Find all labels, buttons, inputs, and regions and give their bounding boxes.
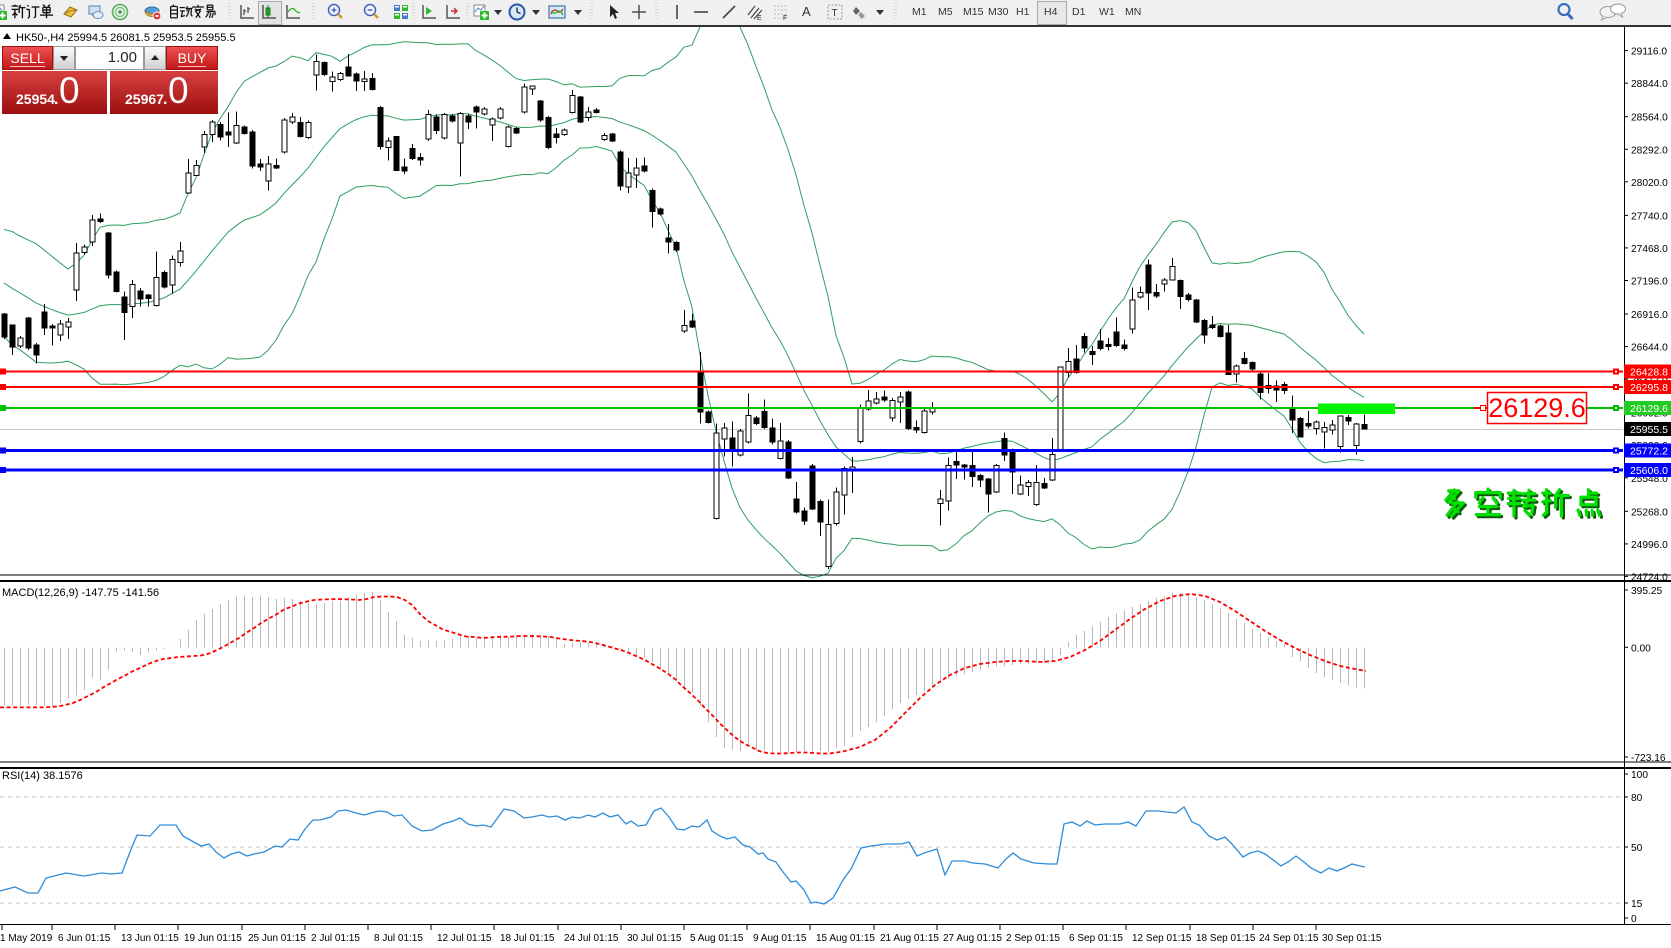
svg-text:12 Jul 01:15: 12 Jul 01:15 [437, 933, 492, 944]
svg-text:MACD(12,26,9) -147.75 -141.56: MACD(12,26,9) -147.75 -141.56 [2, 587, 159, 599]
svg-text:2 Sep 01:15: 2 Sep 01:15 [1006, 933, 1060, 944]
svg-text:F: F [783, 15, 787, 21]
svg-text:26644.0: 26644.0 [1631, 343, 1668, 354]
svg-text:28020.0: 28020.0 [1631, 178, 1668, 189]
svg-text:28564.0: 28564.0 [1631, 113, 1668, 124]
svg-text:27468.0: 27468.0 [1631, 244, 1668, 255]
svg-text:30 Sep 01:15: 30 Sep 01:15 [1322, 933, 1382, 944]
svg-text:26295.8: 26295.8 [1630, 382, 1668, 394]
svg-text:27 Aug 01:15: 27 Aug 01:15 [943, 933, 1002, 944]
svg-text:25955.5: 25955.5 [1630, 424, 1668, 436]
svg-text:9 Aug 01:15: 9 Aug 01:15 [753, 933, 807, 944]
svg-text:24 Jul 01:15: 24 Jul 01:15 [564, 933, 619, 944]
svg-text:15 Aug 01:15: 15 Aug 01:15 [816, 933, 875, 944]
svg-text:25268.0: 25268.0 [1631, 507, 1668, 518]
svg-text:26129.6: 26129.6 [1630, 403, 1668, 415]
svg-text:50: 50 [1631, 843, 1643, 854]
svg-text:-723.16: -723.16 [1631, 753, 1666, 764]
svg-text:RSI(14) 38.1576: RSI(14) 38.1576 [2, 770, 83, 782]
svg-text:8 Jul 01:15: 8 Jul 01:15 [374, 933, 423, 944]
svg-text:24 Sep 01:15: 24 Sep 01:15 [1259, 933, 1319, 944]
svg-text:2 Jul 01:15: 2 Jul 01:15 [311, 933, 360, 944]
svg-text:80: 80 [1631, 793, 1643, 804]
svg-text:25 Jun 01:15: 25 Jun 01:15 [248, 933, 306, 944]
svg-text:24724.0: 24724.0 [1631, 572, 1668, 583]
svg-text:0.00: 0.00 [1631, 643, 1651, 654]
svg-text:28292.0: 28292.0 [1631, 145, 1668, 156]
svg-text:15: 15 [1631, 899, 1643, 910]
svg-text:5 Aug 01:15: 5 Aug 01:15 [690, 933, 744, 944]
svg-text:24996.0: 24996.0 [1631, 540, 1668, 551]
svg-text:26916.0: 26916.0 [1631, 310, 1668, 321]
svg-text:T: T [832, 8, 838, 19]
svg-text:18 Jul 01:15: 18 Jul 01:15 [500, 933, 555, 944]
svg-text:E: E [757, 15, 762, 21]
svg-text:25606.0: 25606.0 [1630, 465, 1668, 477]
svg-text:29116.0: 29116.0 [1631, 47, 1667, 58]
svg-text:100: 100 [1631, 770, 1648, 781]
svg-text:25772.2: 25772.2 [1630, 446, 1668, 458]
svg-text:13 Jun 01:15: 13 Jun 01:15 [121, 933, 179, 944]
svg-text:21 Aug 01:15: 21 Aug 01:15 [880, 933, 939, 944]
svg-text:27196.0: 27196.0 [1631, 277, 1668, 288]
svg-text:6 Jun 01:15: 6 Jun 01:15 [58, 933, 111, 944]
svg-text:28844.0: 28844.0 [1631, 79, 1668, 90]
svg-text:12 Sep 01:15: 12 Sep 01:15 [1132, 933, 1192, 944]
svg-text:395.25: 395.25 [1631, 586, 1662, 597]
svg-text:27740.0: 27740.0 [1631, 211, 1668, 222]
svg-text:18 Sep 01:15: 18 Sep 01:15 [1196, 933, 1256, 944]
svg-text:0: 0 [1631, 914, 1637, 925]
svg-text:HK50-,H4 25994.5 26081.5 2595: HK50-,H4 25994.5 26081.5 25953.5 25955.5 [16, 32, 236, 44]
svg-text:30 Jul 01:15: 30 Jul 01:15 [627, 933, 682, 944]
svg-text:26428.8: 26428.8 [1630, 367, 1668, 379]
svg-text:19 Jun 01:15: 19 Jun 01:15 [184, 933, 242, 944]
svg-text:25548.0: 25548.0 [1631, 474, 1668, 485]
svg-text:26129.6: 26129.6 [1488, 393, 1586, 423]
svg-text:1 May 2019: 1 May 2019 [0, 933, 53, 944]
svg-text:6 Sep 01:15: 6 Sep 01:15 [1069, 933, 1123, 944]
